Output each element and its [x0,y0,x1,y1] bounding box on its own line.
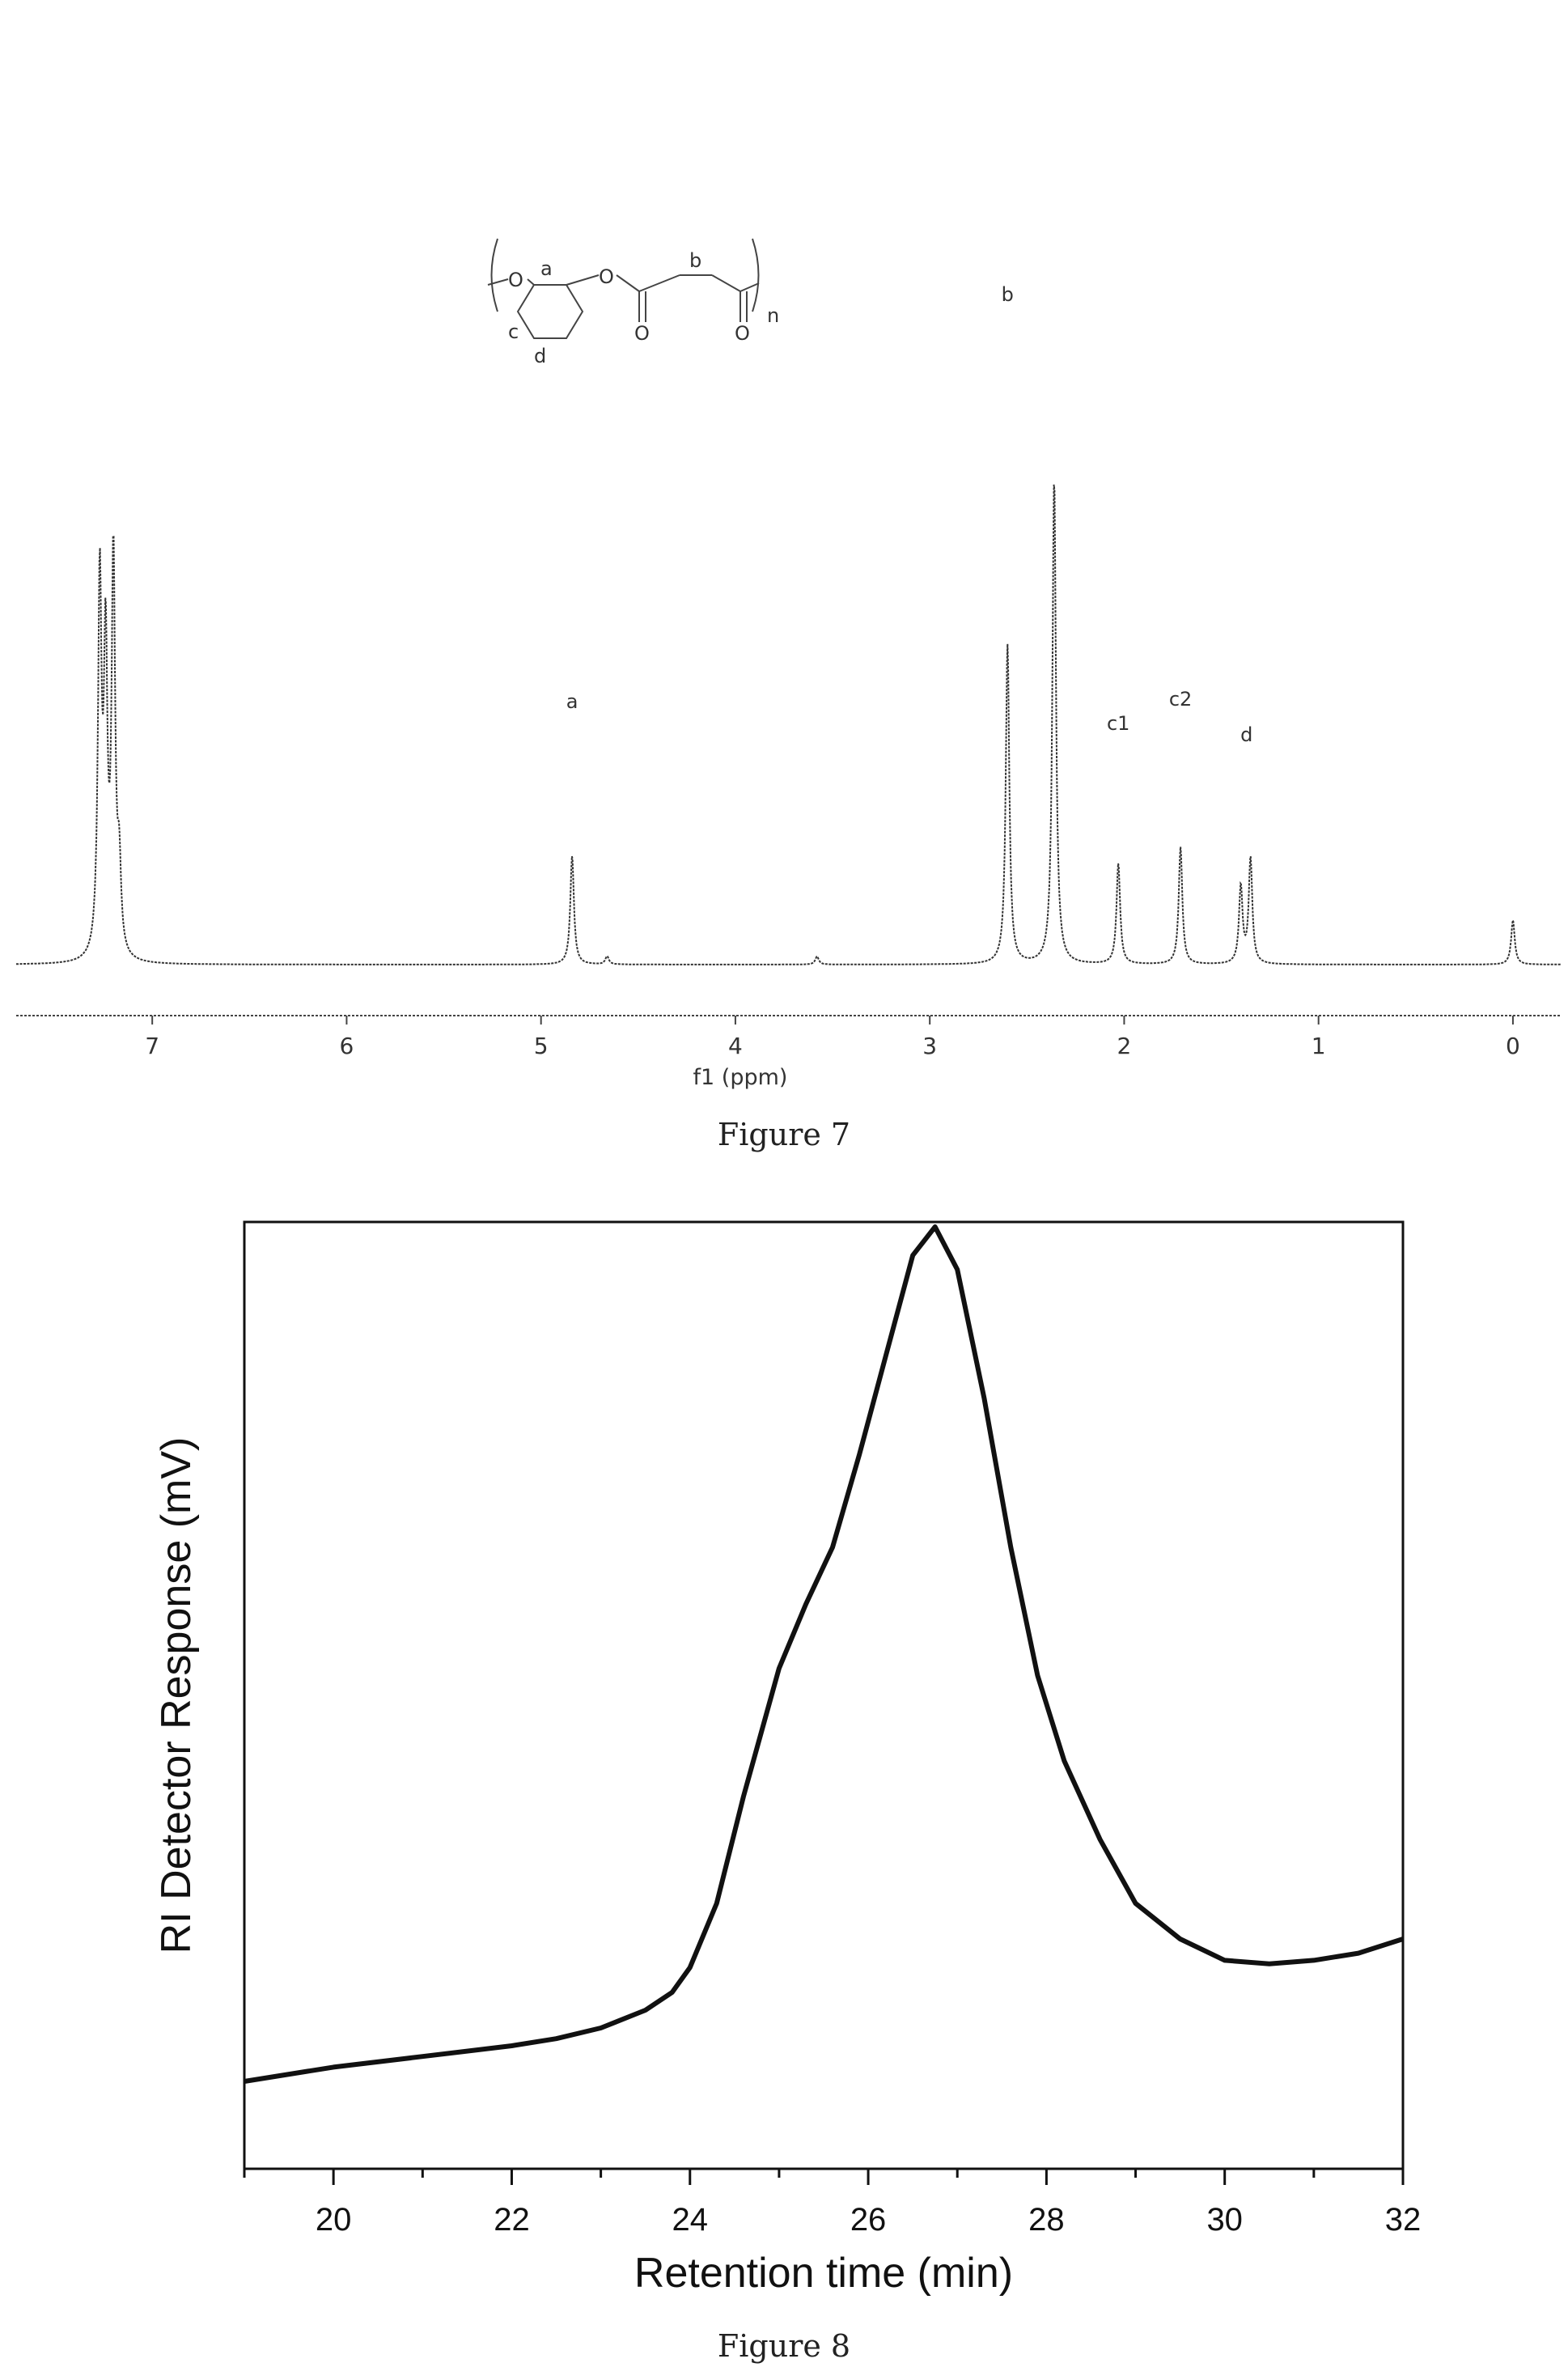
nmr-peak-label-c1: c1 [1107,712,1129,735]
gpc-x-tick-label: 22 [494,2202,530,2238]
nmr-x-tick-label: 6 [340,1033,354,1059]
structure-label-n: n [767,304,779,327]
nmr-x-tick-label: 1 [1312,1033,1326,1059]
structure-label-c: c [508,320,519,343]
gpc-x-tick-label: 32 [1385,2202,1422,2238]
nmr-spectrum-chart: 7 6 5 4 3 2 1 0 f1 (ppm) a b c1 c2 d [16,283,1562,1090]
nmr-peak-label-a: a [566,690,578,713]
gpc-x-tick-label: 26 [850,2202,887,2238]
gpc-x-tick-label: 28 [1028,2202,1065,2238]
left-bracket [490,238,498,312]
bond-right-out [740,282,760,292]
nmr-x-tick-label: 3 [922,1033,937,1059]
nmr-x-tick-label: 4 [728,1033,743,1059]
gpc-x-tick-label: 30 [1206,2202,1243,2238]
gpc-x-axis-label: Retention time (min) [634,2250,1013,2297]
nmr-spectrum-trace [16,484,1562,965]
ester-oxygen-label: O [599,265,614,288]
nmr-peak-label-d: d [1240,723,1252,746]
nmr-x-tick-label: 2 [1117,1033,1132,1059]
gpc-plot-frame [243,1220,1405,2170]
gpc-series-line [244,1224,1404,2084]
ring-oxygen-label: O [508,269,523,291]
nmr-x-tick-label: 5 [534,1033,549,1059]
gpc-y-axis-label: RI Detector Response (mV) [153,1437,200,1954]
nmr-peak-label-b: b [1002,283,1014,306]
chain-3 [711,274,741,292]
figure7-caption: Figure 7 [718,1117,850,1152]
bond-o2-c [616,274,640,292]
gpc-x-ticks: 20 22 24 26 28 30 32 [243,2169,1422,2238]
structure-label-b: b [689,249,701,272]
repeat-unit-structure: O O O O a b c d n [487,238,779,367]
nmr-x-axis-label: f1 (ppm) [693,1065,788,1090]
nmr-x-tick-label: 7 [145,1033,159,1059]
figure8-caption: Figure 8 [718,2328,850,2364]
bond-ring-o2 [566,274,600,286]
nmr-x-tick-label: 0 [1506,1033,1520,1059]
gpc-x-tick-label: 20 [316,2202,352,2238]
structure-label-d: d [534,345,546,367]
nmr-x-ticks: 7 6 5 4 3 2 1 0 [145,1016,1520,1059]
right-bracket [752,238,760,312]
gpc-x-tick-label: 24 [672,2202,709,2238]
gpc-chart: 20 22 24 26 28 30 32 Retention time (min) RI D… [153,1220,1422,2297]
bond-left-o [487,278,509,286]
nmr-peak-labels: a b c1 c2 d [566,283,1253,746]
structure-label-a: a [540,257,553,280]
carbonyl-oxygen-1-label: O [634,322,650,345]
cyclohexane-ring [516,284,584,339]
carbonyl-oxygen-2-label: O [735,322,750,345]
nmr-peak-label-c2: c2 [1169,688,1192,711]
bond-o-ring [527,278,535,286]
chain-1 [638,274,680,292]
